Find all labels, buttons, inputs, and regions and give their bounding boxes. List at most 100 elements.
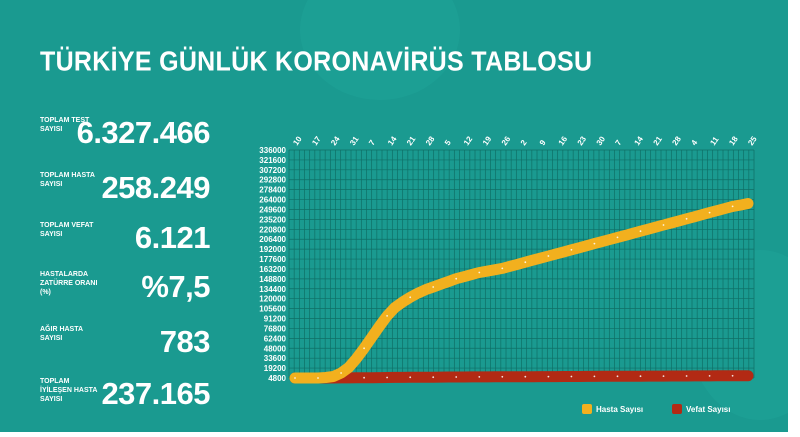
y-tick-label: 292800 <box>259 176 286 185</box>
stat-label: TOPLAM TEST SAYISI <box>40 117 90 133</box>
data-point-hasta <box>685 217 688 220</box>
x-tick-label: 18 <box>727 134 740 147</box>
x-tick-label: 25 <box>746 134 759 147</box>
x-tick-label: 10 <box>291 134 304 147</box>
data-point-hasta <box>294 377 296 379</box>
x-axis-ticks: 10 17 24 31 7 14 21 28 5 12 19 26 2 9 16 23 30 7 14 21 28 4 11… <box>291 134 759 147</box>
stat-block: TOPLAM TEST SAYISI 6.327.466 <box>40 115 211 156</box>
x-tick-label: 19 <box>481 134 494 147</box>
stat-value: 237.165 <box>101 376 210 411</box>
data-point-hasta <box>616 236 619 239</box>
data-point-hasta <box>340 372 342 374</box>
x-tick-label: 24 <box>329 134 342 147</box>
y-tick-label: 163200 <box>259 265 286 274</box>
y-tick-label: 235200 <box>259 215 286 224</box>
x-tick-label: 28 <box>670 134 683 147</box>
x-tick-label: 17 <box>310 134 323 147</box>
y-tick-label: 177600 <box>259 255 286 264</box>
data-point-hasta <box>501 267 504 270</box>
data-point-vefat <box>685 375 688 377</box>
data-point-vefat <box>547 375 550 378</box>
data-point-hasta <box>731 205 734 208</box>
stat-value: 258.249 <box>101 170 210 205</box>
y-tick-label: 120000 <box>259 295 286 304</box>
data-point-hasta <box>363 347 365 350</box>
x-tick-label: 11 <box>708 135 721 148</box>
y-tick-label: 62400 <box>264 334 287 343</box>
infographic-panel: TÜRKİYE GÜNLÜK KORONAVİRÜS TABLOSU TOPLA… <box>0 0 788 432</box>
page-title: TÜRKİYE GÜNLÜK KORONAVİRÜS TABLOSU <box>40 46 593 78</box>
x-tick-label: 30 <box>595 134 608 147</box>
y-tick-label: 91200 <box>264 315 287 324</box>
y-tick-label: 278400 <box>259 186 286 195</box>
x-tick-label: 12 <box>462 134 475 147</box>
y-tick-label: 220800 <box>259 225 286 234</box>
x-tick-label: 21 <box>405 134 418 147</box>
y-tick-label: 192000 <box>259 245 286 254</box>
x-tick-label: 7 <box>367 138 377 147</box>
data-point-hasta <box>478 271 481 274</box>
data-point-hasta <box>708 211 711 214</box>
data-point-vefat <box>386 376 388 379</box>
y-tick-label: 264000 <box>259 196 286 205</box>
legend-vefat-label: Vefat Sayısı <box>686 404 731 414</box>
legend-vefat: Vefat Sayısı <box>672 403 730 415</box>
data-point-hasta <box>593 242 596 245</box>
chart-series <box>289 198 754 384</box>
stat-label: TOPLAM HASTA SAYISI <box>40 172 95 188</box>
data-point-hasta <box>547 255 550 257</box>
x-tick-label: 7 <box>614 138 624 147</box>
stat-block: AĞIR HASTA SAYISI 783 <box>40 324 211 365</box>
stat-block: HASTALARDA ZATÜRRE ORANI (%) %7,5 <box>40 270 210 310</box>
legend-hasta-label: Hasta Sayısı <box>596 404 644 414</box>
stat-block: TOPLAM İYİLEŞEN HASTA SAYISI 237.165 <box>40 377 210 417</box>
y-tick-label: 33600 <box>264 354 287 363</box>
stat-label: TOPLAM İYİLEŞEN HASTA SAYISI <box>40 378 98 403</box>
data-point-hasta <box>455 277 458 280</box>
stat-value: 6.327.466 <box>76 115 211 150</box>
data-point-vefat <box>524 375 527 378</box>
y-tick-label: 4800 <box>268 374 286 383</box>
stat-label: HASTALARDA ZATÜRRE ORANI (%) <box>40 271 98 296</box>
series-line-vefat <box>289 370 754 384</box>
stat-block: TOPLAM HASTA SAYISI 258.249 <box>40 171 210 211</box>
x-tick-label: 21 <box>651 134 664 147</box>
data-point-hasta <box>639 230 642 233</box>
series-line-hasta <box>289 198 754 384</box>
data-point-vefat <box>478 376 481 378</box>
y-tick-label: 19200 <box>264 364 287 373</box>
y-tick-label: 148800 <box>259 275 286 284</box>
data-point-hasta <box>662 224 665 226</box>
data-point-vefat <box>662 375 665 377</box>
data-point-vefat <box>616 375 619 378</box>
data-point-hasta <box>409 296 412 299</box>
y-tick-label: 206400 <box>259 235 286 244</box>
legend-vefat-swatch <box>672 404 682 414</box>
data-point-vefat <box>409 376 412 379</box>
y-tick-label: 321600 <box>259 156 286 165</box>
x-tick-label: 14 <box>386 134 399 147</box>
y-tick-label: 134400 <box>259 285 286 294</box>
x-tick-label: 4 <box>689 138 699 147</box>
data-point-vefat <box>363 376 365 379</box>
data-point-hasta <box>524 261 527 264</box>
y-tick-label: 105600 <box>259 305 286 314</box>
stat-value: %7,5 <box>141 269 210 304</box>
data-point-vefat <box>731 374 734 377</box>
x-tick-label: 5 <box>443 138 453 147</box>
data-point-vefat <box>501 375 504 378</box>
x-tick-label: 9 <box>538 138 548 147</box>
x-tick-label: 2 <box>519 138 529 147</box>
legend-hasta: Hasta Sayısı <box>582 403 643 415</box>
y-tick-label: 48000 <box>264 344 287 353</box>
stat-block: TOPLAM VEFAT SAYISI 6.121 <box>40 221 211 261</box>
data-point-vefat <box>455 376 458 378</box>
stat-label: TOPLAM VEFAT SAYISI <box>40 222 94 238</box>
x-tick-label: 16 <box>557 134 570 147</box>
data-point-hasta <box>570 248 573 251</box>
stat-value: 783 <box>159 324 211 359</box>
data-point-vefat <box>432 376 435 379</box>
x-tick-label: 14 <box>633 134 646 147</box>
data-point-vefat <box>570 375 573 378</box>
x-tick-label: 23 <box>576 134 589 147</box>
